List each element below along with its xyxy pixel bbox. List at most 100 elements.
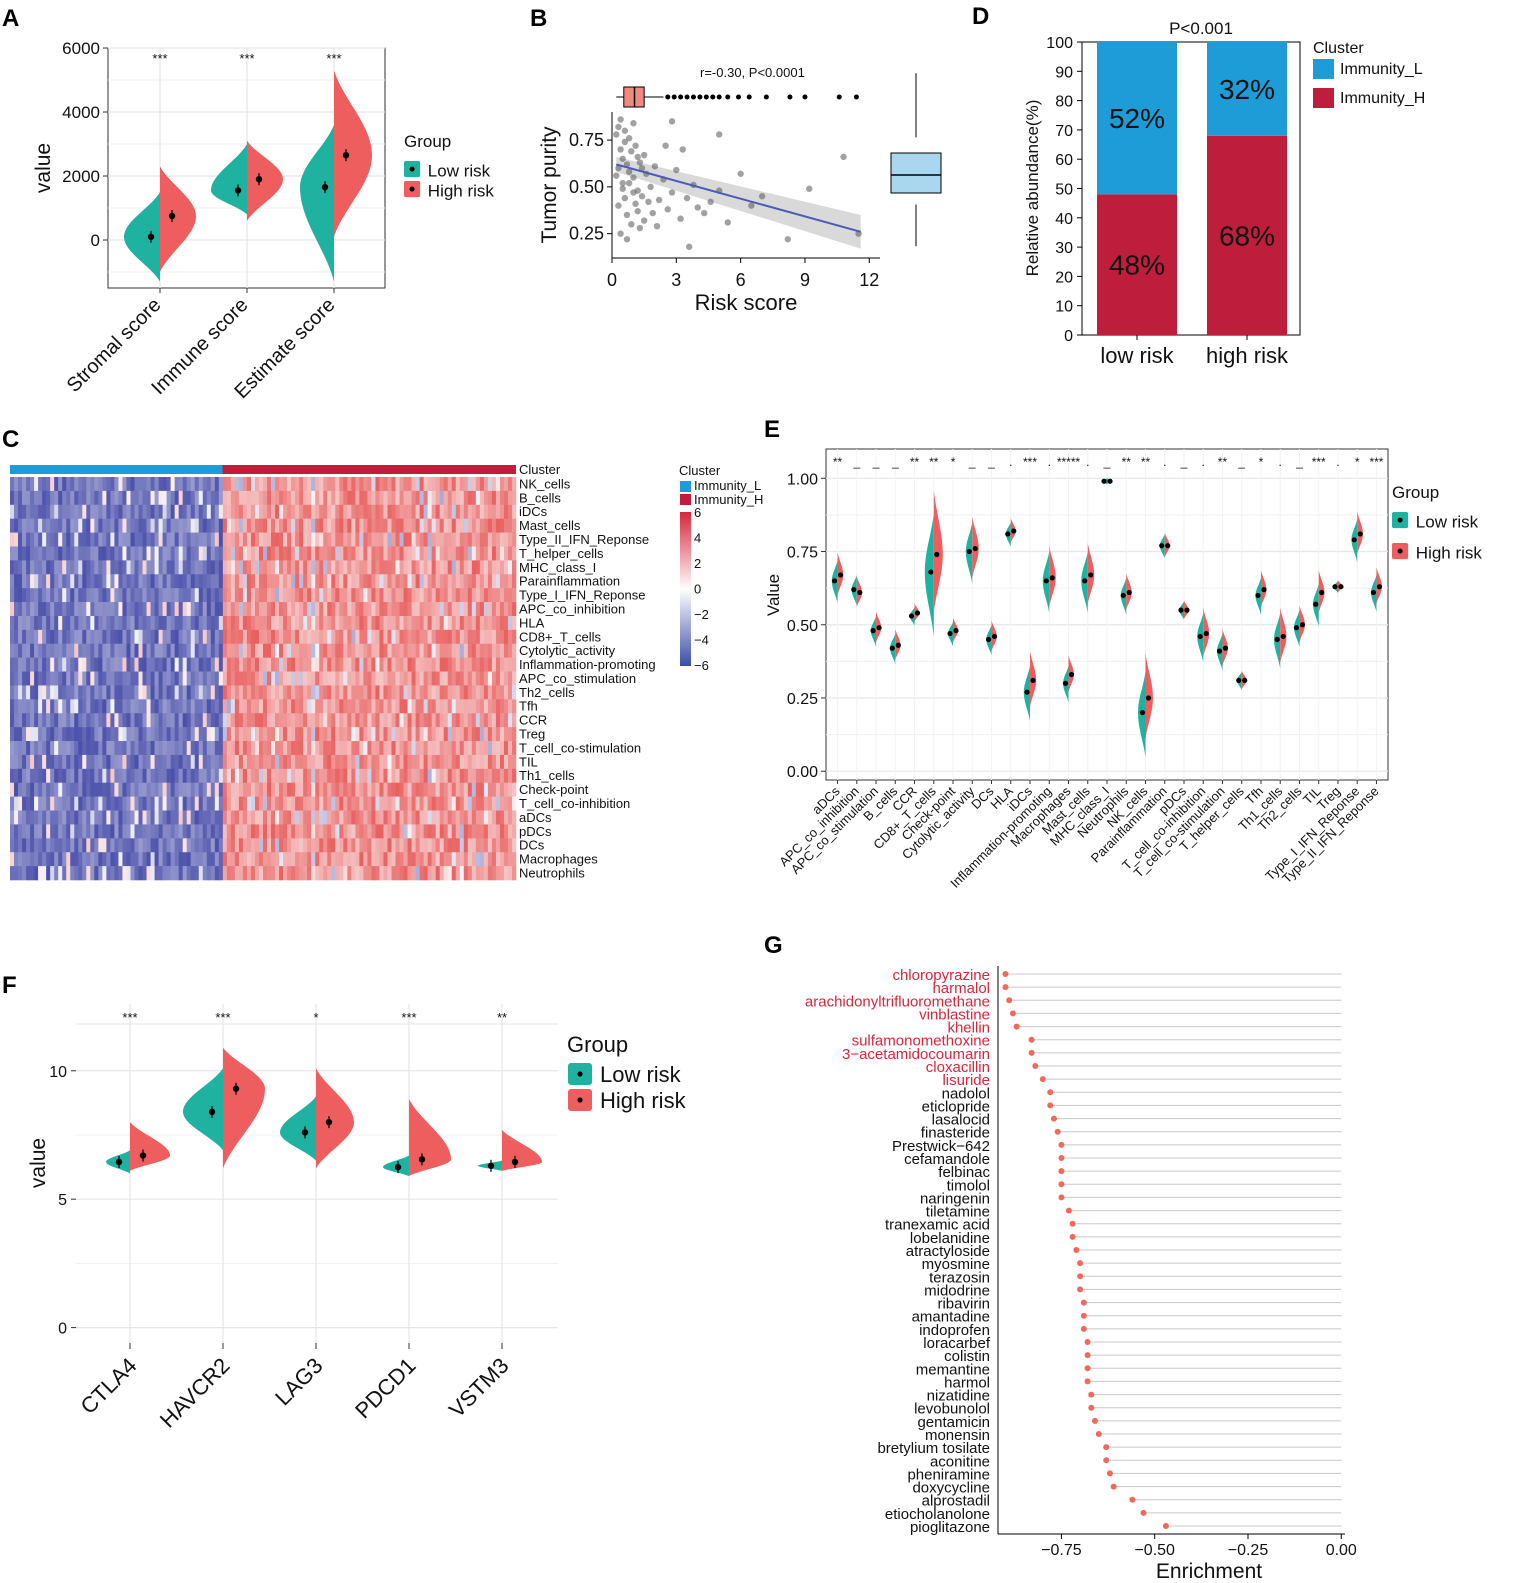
- heat-cell: [443, 713, 449, 728]
- heat-cell: [126, 518, 131, 533]
- heat-cell: [258, 477, 264, 492]
- heat-cell: [222, 532, 228, 547]
- heat-cell: [110, 713, 115, 728]
- heat-cell: [331, 518, 336, 533]
- heat-cell: [198, 532, 204, 547]
- heat-cell: [90, 727, 95, 742]
- heat-cell: [74, 796, 79, 811]
- heat-cell: [451, 782, 457, 797]
- heat-cell: [351, 518, 356, 533]
- heat-cell: [375, 852, 380, 867]
- heat-cell: [118, 532, 123, 547]
- heat-cell: [403, 741, 408, 756]
- heat-cell: [339, 629, 344, 645]
- heat-cell: [271, 866, 276, 881]
- heat-cell: [14, 629, 19, 645]
- heat-cell: [166, 629, 171, 645]
- heat-cell: [459, 824, 465, 839]
- heat-cell: [263, 657, 268, 672]
- heat-cell: [299, 602, 304, 617]
- heat-cell: [250, 629, 256, 645]
- heat-cell: [110, 685, 115, 700]
- heat-cell: [291, 754, 296, 770]
- heat-cell: [307, 838, 312, 853]
- heat-cell: [287, 754, 292, 770]
- violin-high: [247, 140, 283, 221]
- heat-cell: [230, 713, 236, 728]
- heat-cell: [415, 588, 420, 603]
- heat-cell: [54, 477, 59, 492]
- heat-cell: [98, 532, 103, 547]
- heat-cell: [86, 713, 91, 728]
- heat-cell: [194, 824, 200, 839]
- heat-cell: [415, 560, 420, 575]
- heat-cell: [30, 741, 35, 756]
- heat-cell: [499, 810, 505, 825]
- heat-cell: [150, 796, 155, 811]
- heat-cell: [206, 741, 212, 756]
- heat-cell: [295, 629, 300, 645]
- heat-cell: [190, 699, 196, 714]
- heat-cell: [263, 685, 268, 700]
- heat-cell: [495, 768, 501, 784]
- heat-cell: [162, 532, 167, 547]
- heat-cell: [166, 477, 171, 492]
- heat-cell: [435, 699, 440, 714]
- y-tick-label: 0: [91, 231, 100, 250]
- heat-cell: [387, 741, 392, 756]
- heat-cell: [495, 532, 501, 547]
- heat-cell: [210, 768, 216, 784]
- heat-cell: [250, 713, 256, 728]
- heat-cell: [138, 699, 143, 714]
- heat-cell: [118, 699, 123, 714]
- heat-cell: [459, 602, 465, 617]
- heat-cell: [387, 852, 392, 867]
- heat-cell: [234, 629, 240, 645]
- heat-cell: [134, 546, 139, 561]
- heat-cell: [122, 629, 127, 645]
- heat-cell: [30, 532, 35, 547]
- panel-label-b: B: [530, 5, 547, 32]
- heat-cell: [94, 602, 99, 617]
- heat-cell: [22, 810, 27, 825]
- heat-cell: [258, 546, 264, 561]
- heat-cell: [186, 754, 192, 770]
- heat-cell: [110, 518, 115, 533]
- heat-cell: [22, 671, 27, 686]
- heat-cell: [431, 602, 436, 617]
- heat-cell: [134, 768, 139, 784]
- heat-cell: [190, 713, 196, 728]
- heat-cell: [170, 768, 175, 784]
- heat-cell: [347, 588, 352, 603]
- heat-cell: [307, 852, 312, 867]
- drug-label: memantine: [916, 1361, 990, 1378]
- heat-cell: [411, 852, 416, 867]
- heat-cell: [70, 838, 75, 853]
- heat-cell: [339, 490, 344, 506]
- heat-cell: [263, 477, 268, 492]
- heat-cell: [98, 699, 103, 714]
- heat-cell: [22, 685, 27, 700]
- heat-cell: [311, 657, 316, 672]
- heat-cell: [218, 546, 224, 561]
- heat-cell: [507, 824, 513, 839]
- heat-cell: [50, 657, 55, 672]
- heat-cell: [58, 866, 63, 881]
- heat-cell: [471, 838, 477, 853]
- heat-cell: [451, 477, 457, 492]
- heat-cell: [467, 643, 473, 658]
- heat-cell: [10, 782, 15, 797]
- heat-cell: [30, 671, 35, 686]
- heat-cell: [186, 629, 192, 645]
- heat-cell: [391, 574, 396, 589]
- heat-cell: [459, 490, 465, 506]
- heat-cell: [218, 838, 224, 853]
- heat-cell: [190, 685, 196, 700]
- heat-cell: [443, 866, 449, 881]
- heat-cell: [90, 504, 95, 519]
- drug-label: Prestwick−642: [892, 1138, 990, 1155]
- heat-cell: [130, 560, 135, 575]
- heat-cell: [174, 796, 179, 811]
- heat-cell: [254, 768, 260, 784]
- heat-cell: [263, 532, 268, 547]
